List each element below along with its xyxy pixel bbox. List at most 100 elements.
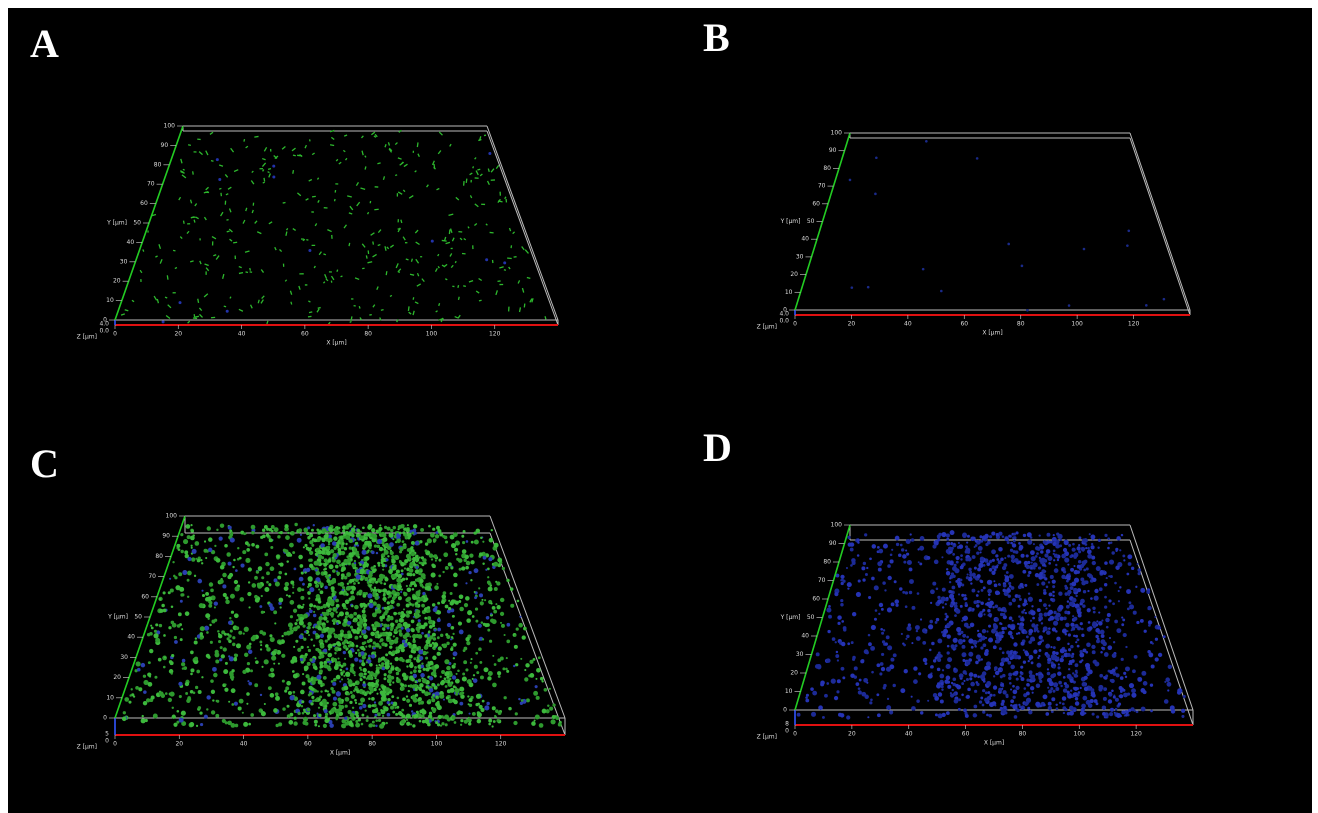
cell <box>404 684 407 687</box>
cell <box>497 558 502 563</box>
cell <box>536 668 541 673</box>
cell <box>198 690 202 694</box>
cell <box>1032 617 1035 620</box>
cell <box>900 688 905 693</box>
cell <box>386 527 390 531</box>
cell <box>1118 590 1120 592</box>
cell <box>1013 689 1018 694</box>
cell <box>489 640 492 643</box>
cell <box>429 553 433 557</box>
cell <box>327 667 330 670</box>
cell <box>552 703 555 706</box>
cell <box>1157 626 1161 630</box>
cell <box>901 548 904 551</box>
cell <box>181 593 184 596</box>
cell <box>434 606 437 609</box>
y-tick-label: 90 <box>161 142 169 149</box>
cell <box>1048 706 1052 710</box>
cell <box>977 675 980 678</box>
cell <box>944 680 948 684</box>
cell <box>337 615 339 617</box>
cell <box>422 592 425 595</box>
cell <box>1031 676 1035 680</box>
cell <box>151 696 155 700</box>
cell <box>979 579 982 582</box>
cell <box>307 548 311 552</box>
cell <box>1053 611 1056 614</box>
cell <box>1111 551 1114 554</box>
cell <box>474 591 476 593</box>
cell <box>387 632 392 637</box>
cell <box>418 619 421 622</box>
cell <box>395 620 398 623</box>
cell <box>1125 676 1127 678</box>
cell <box>1104 596 1107 599</box>
cell <box>151 627 154 630</box>
cell <box>1073 555 1077 559</box>
cell <box>960 605 963 608</box>
cell <box>867 286 870 289</box>
cell <box>1031 605 1033 607</box>
cell <box>178 548 181 551</box>
cell <box>175 585 180 590</box>
cell <box>1017 595 1020 598</box>
cell <box>1077 609 1081 613</box>
cell <box>1091 545 1095 549</box>
cell <box>866 651 869 654</box>
cell <box>345 535 350 540</box>
cell <box>355 723 360 728</box>
cell <box>155 623 158 626</box>
cell <box>159 624 162 627</box>
cell <box>231 688 236 693</box>
cell <box>1078 544 1080 546</box>
cell <box>362 550 367 555</box>
cell <box>466 618 471 623</box>
cell <box>1019 545 1024 550</box>
cell <box>1115 667 1118 670</box>
x-axis-label: X [µm] <box>984 740 1004 747</box>
cell <box>356 714 359 717</box>
cell <box>963 634 966 637</box>
cell <box>170 661 174 665</box>
cell <box>927 700 929 702</box>
cell <box>1151 664 1155 668</box>
cell <box>465 566 469 570</box>
cell <box>1064 557 1069 562</box>
cell <box>1120 676 1124 680</box>
cell <box>890 553 893 556</box>
cell <box>354 539 356 541</box>
cell <box>551 719 556 724</box>
cell <box>434 664 439 669</box>
cell <box>268 169 271 170</box>
cell <box>441 680 445 684</box>
cell <box>397 668 401 672</box>
cell <box>917 592 920 595</box>
cell <box>1167 682 1172 687</box>
cell <box>898 553 902 557</box>
cell <box>357 544 359 546</box>
cell <box>961 583 964 586</box>
cell <box>233 658 237 662</box>
cell <box>124 697 129 702</box>
cell <box>431 696 434 699</box>
cell <box>846 567 848 569</box>
cell <box>437 602 440 605</box>
cell <box>179 718 184 723</box>
cell <box>244 627 249 632</box>
cell <box>136 661 141 666</box>
cell <box>445 605 449 609</box>
cell <box>1092 538 1095 541</box>
cell <box>516 628 519 631</box>
cell <box>309 551 313 555</box>
cell <box>1055 704 1057 706</box>
cell <box>362 629 366 633</box>
cell <box>416 559 419 562</box>
cell <box>937 535 941 539</box>
cell <box>502 667 505 670</box>
cell <box>485 569 487 571</box>
cell <box>374 701 376 703</box>
cell <box>455 679 460 684</box>
cell <box>1016 709 1019 712</box>
cell <box>367 640 370 643</box>
y-axis-label: Y [µm] <box>106 220 127 227</box>
